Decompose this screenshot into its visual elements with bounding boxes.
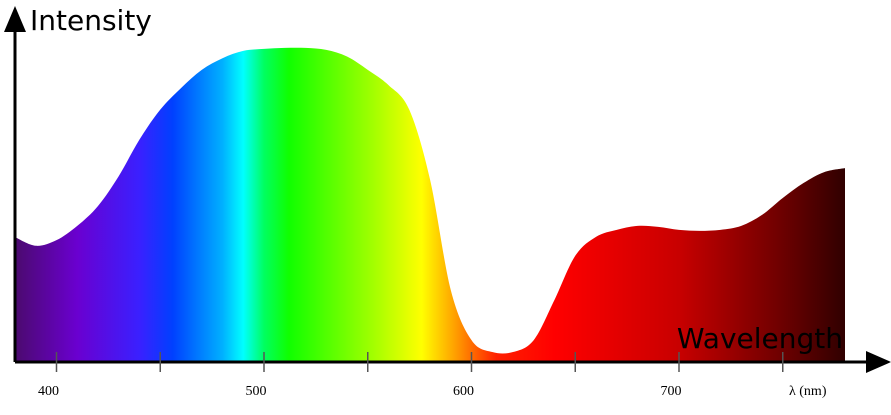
x-axis-label: Wavelength <box>677 322 843 355</box>
x-tick-label: 400 <box>38 384 59 399</box>
y-axis-label: Intensity <box>30 4 152 37</box>
area <box>15 47 845 362</box>
y-arrow <box>4 6 26 32</box>
x-tick-label: 700 <box>661 384 682 399</box>
x-unit-label: λ (nm) <box>789 384 827 399</box>
x-tick-label: 600 <box>453 384 474 399</box>
x-tick-label: 500 <box>246 384 267 399</box>
x-arrow <box>866 351 891 373</box>
